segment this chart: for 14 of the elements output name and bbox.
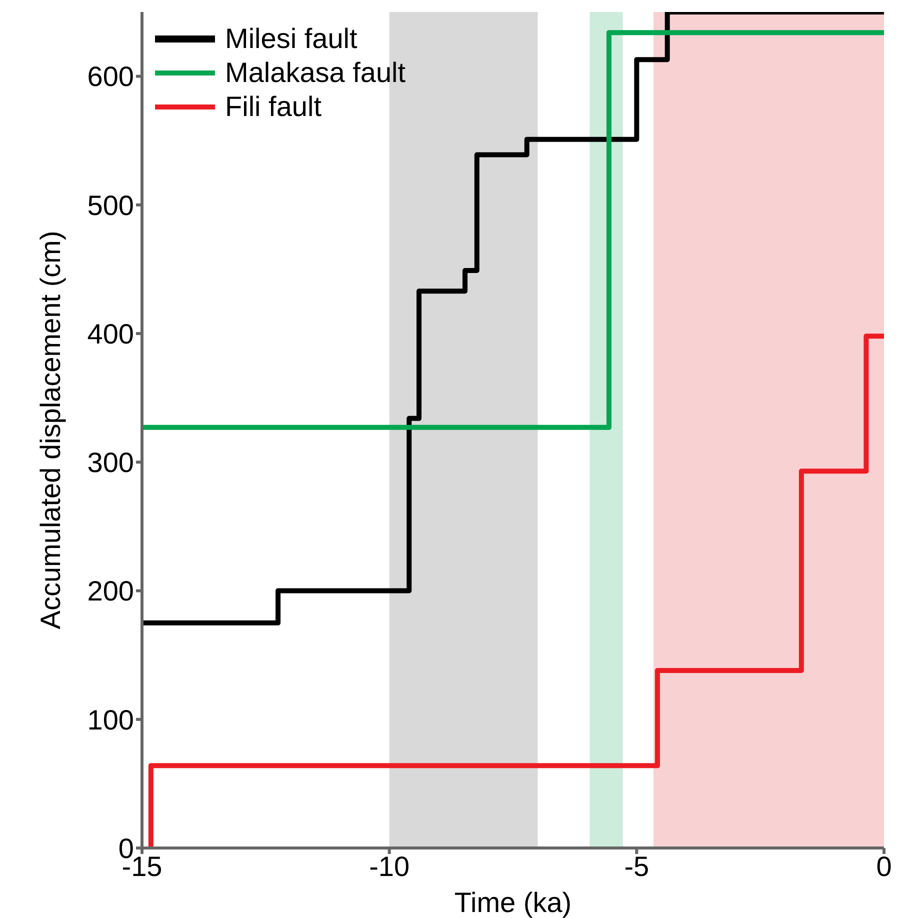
y-axis-title: Accumulated displacement (cm) [34, 230, 66, 630]
y-tick-label: 200 [87, 576, 134, 607]
x-axis-title: Time (ka) [454, 887, 572, 918]
x-tick-label: 0 [876, 850, 892, 882]
y-tick-label: 500 [87, 190, 134, 221]
legend-label: Milesi fault [225, 22, 358, 56]
y-tick-label: 300 [87, 447, 134, 478]
legend-label: Malakasa fault [225, 56, 406, 90]
x-tick-label: -10 [369, 850, 410, 882]
y-tick-label: 600 [87, 61, 134, 92]
y-tick-label: 100 [87, 704, 134, 736]
legend-label: Fili fault [225, 90, 322, 124]
y-tick-label: 400 [87, 318, 134, 350]
x-tick-label: -5 [624, 850, 650, 882]
